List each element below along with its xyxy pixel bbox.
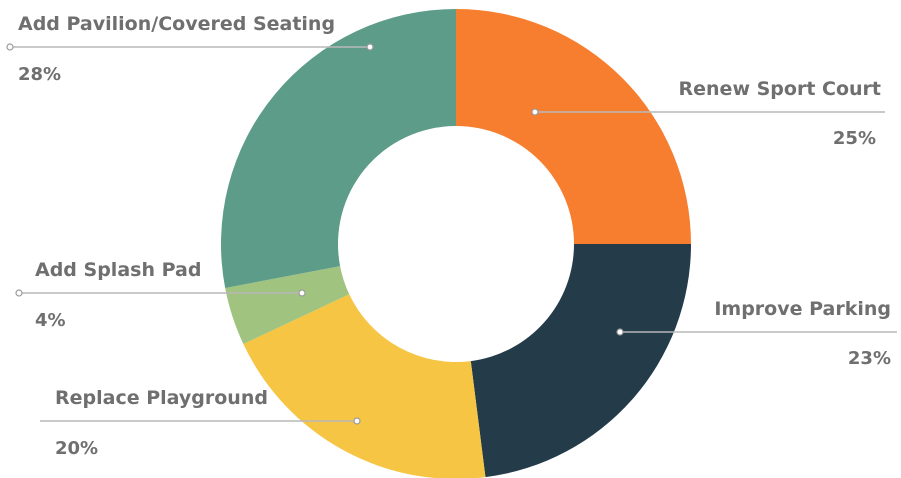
leader-dot-replace-playground — [353, 417, 361, 425]
label-add-splash-pad: Add Splash Pad — [35, 259, 201, 281]
slice-add-splash-pad — [225, 266, 350, 345]
value-add-splash-pad: 4% — [35, 310, 66, 331]
leader-dot-add-splash-pad — [298, 289, 306, 297]
leader-end-add-pavilion — [6, 43, 14, 51]
slice-labels: Add Pavilion/Covered Seating 28% Renew S… — [18, 13, 891, 459]
value-renew-sport-court: 25% — [833, 128, 876, 149]
label-renew-sport-court: Renew Sport Court — [679, 78, 881, 100]
value-replace-playground: 20% — [55, 438, 98, 459]
slice-replace-playground — [243, 294, 486, 478]
value-improve-parking: 23% — [848, 348, 891, 369]
leader-dot-renew-sport-court — [531, 108, 539, 116]
leader-lines — [6, 43, 897, 425]
label-replace-playground: Replace Playground — [55, 387, 268, 409]
slice-add-pavilion-covered-seating — [220, 9, 456, 289]
label-improve-parking: Improve Parking — [714, 298, 891, 320]
donut-slices — [220, 9, 691, 478]
slice-improve-parking — [470, 244, 691, 478]
leader-dot-add-pavilion — [366, 43, 374, 51]
label-add-pavilion: Add Pavilion/Covered Seating — [18, 13, 335, 35]
leader-dot-improve-parking — [616, 328, 624, 336]
value-add-pavilion: 28% — [18, 64, 61, 85]
leader-end-add-splash-pad — [15, 289, 23, 297]
slice-renew-sport-court — [456, 9, 691, 244]
